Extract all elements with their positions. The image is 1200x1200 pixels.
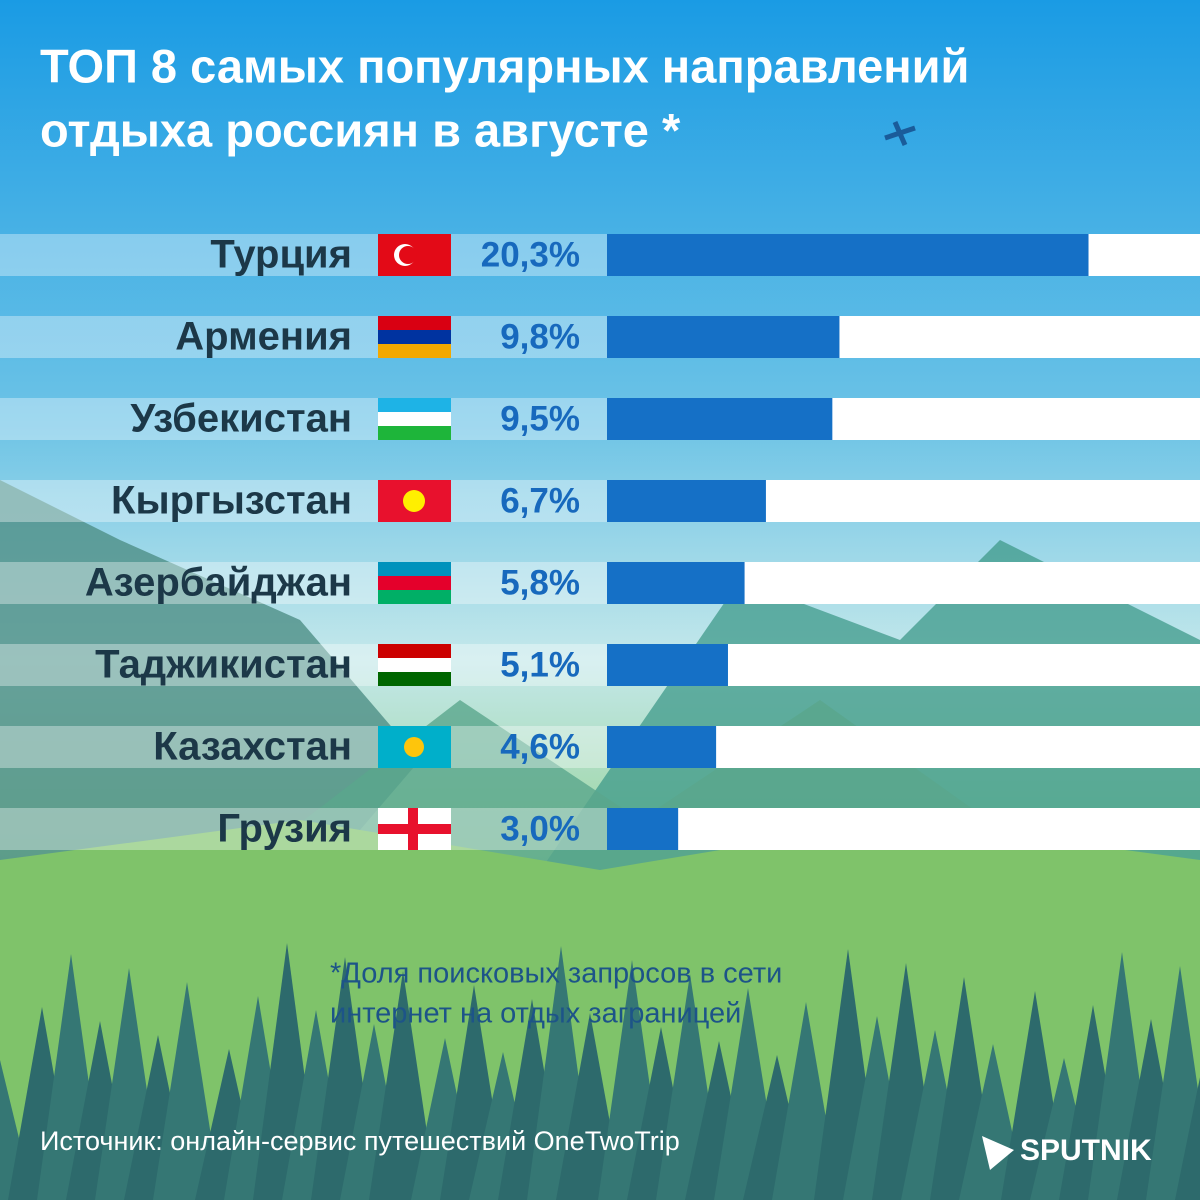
bar xyxy=(607,398,833,440)
flag-emblem xyxy=(403,490,425,512)
flag xyxy=(378,644,451,686)
value-label: 3,0% xyxy=(500,809,580,848)
flag xyxy=(378,480,451,522)
flag-stripe xyxy=(378,316,451,330)
bar xyxy=(607,234,1089,276)
flag-stripe xyxy=(378,426,451,440)
category-label: Азербайджан xyxy=(85,561,352,605)
value-label: 5,8% xyxy=(500,563,580,602)
value-label: 9,8% xyxy=(500,317,580,356)
tree xyxy=(1146,966,1200,1200)
flag xyxy=(378,726,451,768)
flag-stripe xyxy=(378,344,451,358)
category-label: Узбекистан xyxy=(130,397,352,441)
bar xyxy=(607,562,745,604)
tree xyxy=(1175,1077,1200,1200)
row-band xyxy=(0,562,607,604)
row-band xyxy=(0,644,607,686)
value-label: 5,1% xyxy=(500,645,580,684)
flag-stripe xyxy=(378,672,451,686)
value-label: 9,5% xyxy=(500,399,580,438)
forest xyxy=(0,943,1200,1200)
source: Источник: онлайн-сервис путешествий OneT… xyxy=(40,1126,680,1156)
row-band xyxy=(0,480,607,522)
footnote: *Доля поисковых запросов в сети xyxy=(330,958,782,990)
flag-stripe xyxy=(378,398,451,412)
flag-emblem xyxy=(378,824,451,834)
flag xyxy=(378,234,451,276)
row-band xyxy=(0,726,607,768)
category-label: Грузия xyxy=(217,807,352,851)
flag xyxy=(378,562,451,604)
flag-stripe xyxy=(378,330,451,344)
row-band xyxy=(0,316,607,358)
bar xyxy=(607,726,717,768)
footnote: интернет на отдых заграницей xyxy=(330,998,741,1030)
flag-stripe xyxy=(378,562,451,576)
bar xyxy=(607,644,728,686)
rows: Турция 20,3% Армения 9,8% Узбекистан 9,5% Кырг… xyxy=(0,233,1200,851)
value-label: 6,7% xyxy=(500,481,580,520)
flag xyxy=(378,808,451,850)
flag xyxy=(378,398,451,440)
title-line: отдыха россиян в августе * xyxy=(40,103,681,156)
flag-stripe xyxy=(378,644,451,658)
logo-icon xyxy=(982,1136,1014,1170)
flag-stripe xyxy=(378,658,451,672)
plane xyxy=(884,121,916,146)
flag-stripe xyxy=(378,576,451,590)
category-label: Турция xyxy=(210,233,352,277)
bar-track xyxy=(607,808,1200,850)
bar xyxy=(607,316,840,358)
category-label: Армения xyxy=(175,315,352,359)
flag-stripe xyxy=(378,590,451,604)
category-label: Казахстан xyxy=(153,725,352,769)
row-band xyxy=(0,808,607,850)
flag-stripe xyxy=(378,412,451,426)
row-band xyxy=(0,234,607,276)
logo: SPUTNIK xyxy=(1020,1134,1152,1167)
tree xyxy=(153,982,221,1200)
tree xyxy=(369,971,437,1200)
flag xyxy=(378,316,451,358)
category-label: Кыргызстан xyxy=(111,479,352,523)
category-label: Таджикистан xyxy=(95,643,352,687)
value-label: 4,6% xyxy=(500,727,580,766)
title-line: ТОП 8 самых популярных направлений xyxy=(40,39,969,92)
flag-emblem xyxy=(399,246,417,264)
mountain xyxy=(0,480,420,900)
bar xyxy=(607,808,679,850)
flag-emblem xyxy=(404,737,424,757)
row-band xyxy=(0,398,607,440)
value-label: 20,3% xyxy=(481,235,580,274)
bar xyxy=(607,480,766,522)
